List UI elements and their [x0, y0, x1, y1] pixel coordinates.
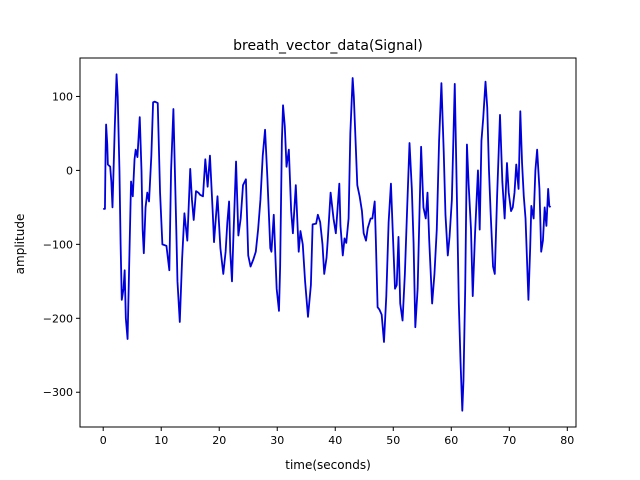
x-tick-label-8: 80	[560, 434, 574, 447]
x-tick-label-6: 60	[444, 434, 458, 447]
x-axis-label: time(seconds)	[285, 458, 371, 472]
series-line-0	[103, 73, 552, 412]
y-tick-label-2: −100	[43, 238, 73, 251]
y-tick-label-4: 100	[52, 90, 73, 103]
x-tick-label-2: 20	[212, 434, 226, 447]
y-tick-label-1: −200	[43, 312, 73, 325]
x-tick-label-0: 0	[100, 434, 107, 447]
y-axis-label: amplitude	[13, 214, 27, 275]
chart-title: breath_vector_data(Signal)	[233, 38, 423, 54]
plot-frame	[79, 57, 577, 428]
plot-layer: 0 10 20 30 40 50 60 70 80 −300 −200 −100 0 100	[43, 57, 577, 447]
y-tick-label-3: 0	[66, 164, 73, 177]
x-tick-label-1: 10	[154, 434, 168, 447]
x-tick-label-7: 70	[502, 434, 516, 447]
x-tick-label-3: 30	[270, 434, 284, 447]
x-tick-label-5: 50	[386, 434, 400, 447]
x-tick-label-4: 40	[328, 434, 342, 447]
y-tick-label-0: −300	[43, 386, 73, 399]
